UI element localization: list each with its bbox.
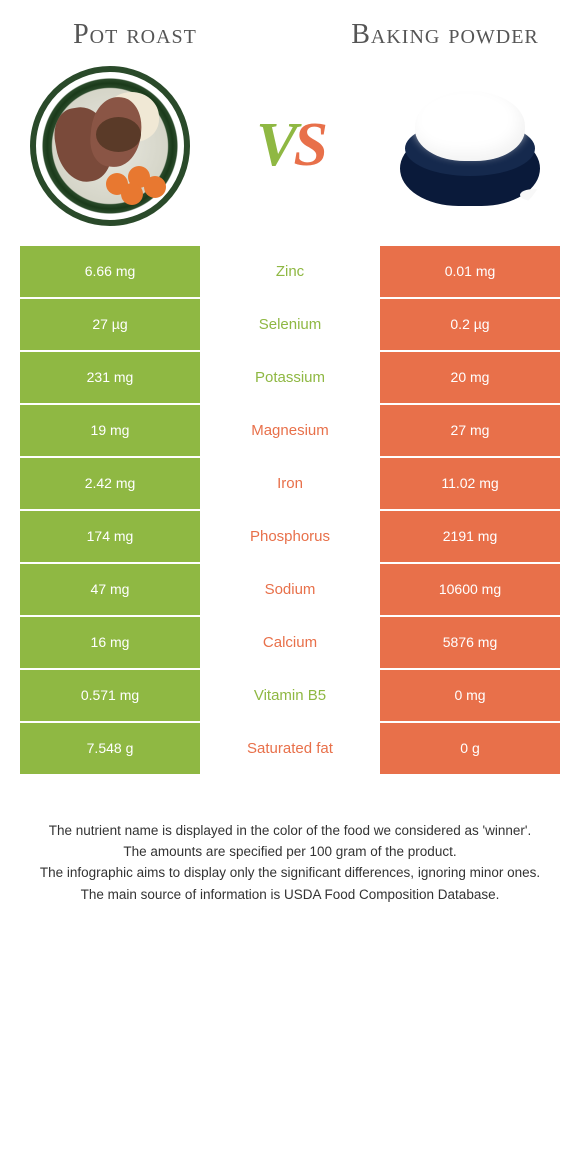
nutrient-name: Phosphorus xyxy=(200,511,380,562)
nutrient-name: Calcium xyxy=(200,617,380,668)
table-row: 0.571 mgVitamin B50 mg xyxy=(20,670,560,721)
left-value: 7.548 g xyxy=(20,723,200,774)
table-row: 19 mgMagnesium27 mg xyxy=(20,405,560,456)
left-value: 19 mg xyxy=(20,405,200,456)
nutrient-name: Sodium xyxy=(200,564,380,615)
right-food-title: Baking powder xyxy=(345,20,545,51)
table-row: 16 mgCalcium5876 mg xyxy=(20,617,560,668)
footnote-line: The main source of information is USDA F… xyxy=(30,885,550,905)
right-value: 20 mg xyxy=(380,352,560,403)
left-value: 6.66 mg xyxy=(20,246,200,297)
right-value: 5876 mg xyxy=(380,617,560,668)
table-row: 27 µgSelenium0.2 µg xyxy=(20,299,560,350)
right-value: 10600 mg xyxy=(380,564,560,615)
baking-powder-image xyxy=(390,66,550,226)
vs-s: S xyxy=(293,111,323,179)
footnote-line: The nutrient name is displayed in the co… xyxy=(30,821,550,841)
left-value: 0.571 mg xyxy=(20,670,200,721)
table-row: 7.548 gSaturated fat0 g xyxy=(20,723,560,774)
right-value: 0.2 µg xyxy=(380,299,560,350)
right-value: 0.01 mg xyxy=(380,246,560,297)
nutrient-name: Iron xyxy=(200,458,380,509)
left-value: 16 mg xyxy=(20,617,200,668)
left-value: 2.42 mg xyxy=(20,458,200,509)
nutrient-name: Vitamin B5 xyxy=(200,670,380,721)
right-value: 0 mg xyxy=(380,670,560,721)
left-value: 47 mg xyxy=(20,564,200,615)
nutrient-name: Saturated fat xyxy=(200,723,380,774)
left-value: 27 µg xyxy=(20,299,200,350)
vs-label: VS xyxy=(256,110,324,181)
table-row: 2.42 mgIron11.02 mg xyxy=(20,458,560,509)
nutrient-name: Zinc xyxy=(200,246,380,297)
footnote-line: The infographic aims to display only the… xyxy=(30,863,550,883)
right-value: 27 mg xyxy=(380,405,560,456)
table-row: 174 mgPhosphorus2191 mg xyxy=(20,511,560,562)
table-row: 6.66 mgZinc0.01 mg xyxy=(20,246,560,297)
nutrient-name: Potassium xyxy=(200,352,380,403)
footnotes: The nutrient name is displayed in the co… xyxy=(0,776,580,905)
header: Pot roast Baking powder xyxy=(0,0,580,56)
pot-roast-image xyxy=(30,66,190,226)
right-value: 0 g xyxy=(380,723,560,774)
left-value: 174 mg xyxy=(20,511,200,562)
images-row: VS xyxy=(0,56,580,246)
table-row: 47 mgSodium10600 mg xyxy=(20,564,560,615)
nutrient-name: Selenium xyxy=(200,299,380,350)
table-row: 231 mgPotassium20 mg xyxy=(20,352,560,403)
left-food-title: Pot roast xyxy=(35,20,235,51)
right-value: 2191 mg xyxy=(380,511,560,562)
nutrient-name: Magnesium xyxy=(200,405,380,456)
comparison-table: 6.66 mgZinc0.01 mg27 µgSelenium0.2 µg231… xyxy=(20,246,560,774)
footnote-line: The amounts are specified per 100 gram o… xyxy=(30,842,550,862)
right-value: 11.02 mg xyxy=(380,458,560,509)
left-value: 231 mg xyxy=(20,352,200,403)
vs-v: V xyxy=(256,111,293,179)
